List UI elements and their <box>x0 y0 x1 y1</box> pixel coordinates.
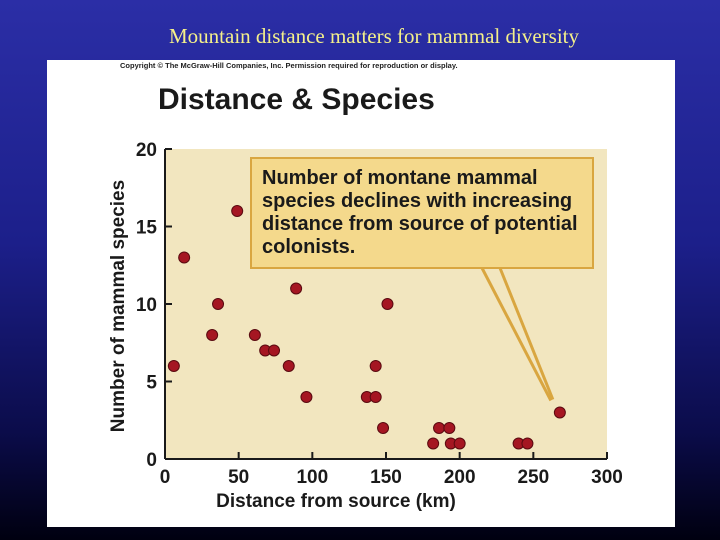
y-axis-ticks: 0 5 10 15 20 <box>136 140 172 471</box>
y-tick-label: 10 <box>136 295 157 316</box>
data-point <box>206 329 219 341</box>
callout-pointer-edge <box>498 267 555 401</box>
data-point <box>377 422 390 434</box>
data-point <box>268 344 281 357</box>
data-point <box>521 437 534 450</box>
annotation-callout: Number of montane mammal species decline… <box>250 157 594 269</box>
data-point <box>300 391 313 403</box>
data-point <box>453 437 466 450</box>
y-tick-label: 20 <box>136 140 157 161</box>
data-point <box>290 282 303 295</box>
y-tick-label: 15 <box>136 218 158 239</box>
x-tick-label: 150 <box>370 467 402 488</box>
y-tick-label: 0 <box>146 450 157 471</box>
y-axis-title: Number of mammal species <box>108 180 129 432</box>
x-tick-label: 300 <box>591 467 623 488</box>
data-points <box>167 205 566 450</box>
callout-pointer <box>480 267 553 402</box>
data-point <box>427 437 440 450</box>
x-tick-label: 0 <box>160 467 171 488</box>
x-axis-ticks: 0 50 100 150 200 250 300 <box>160 452 623 488</box>
data-point <box>381 298 394 310</box>
x-tick-label: 200 <box>444 467 476 488</box>
data-point <box>178 251 191 264</box>
data-point <box>231 205 244 217</box>
data-point <box>433 422 446 434</box>
data-point <box>248 329 261 341</box>
data-point <box>167 360 180 372</box>
data-point <box>369 360 382 372</box>
chart-heading: Distance & Species <box>158 83 435 116</box>
data-point <box>443 422 456 434</box>
data-point <box>282 360 295 372</box>
data-point <box>369 391 382 403</box>
x-tick-label: 100 <box>296 467 328 488</box>
slide-number: 22.7 <box>68 490 107 515</box>
data-point <box>212 298 225 310</box>
x-tick-label: 50 <box>228 467 249 488</box>
x-axis-title: Distance from source (km) <box>216 491 456 512</box>
data-point <box>553 406 566 419</box>
y-tick-label: 5 <box>146 373 157 394</box>
copyright-notice: Copyright © The McGraw-Hill Companies, I… <box>120 61 458 70</box>
slide-title: Mountain distance matters for mammal div… <box>169 24 579 48</box>
x-tick-label: 250 <box>517 467 549 488</box>
